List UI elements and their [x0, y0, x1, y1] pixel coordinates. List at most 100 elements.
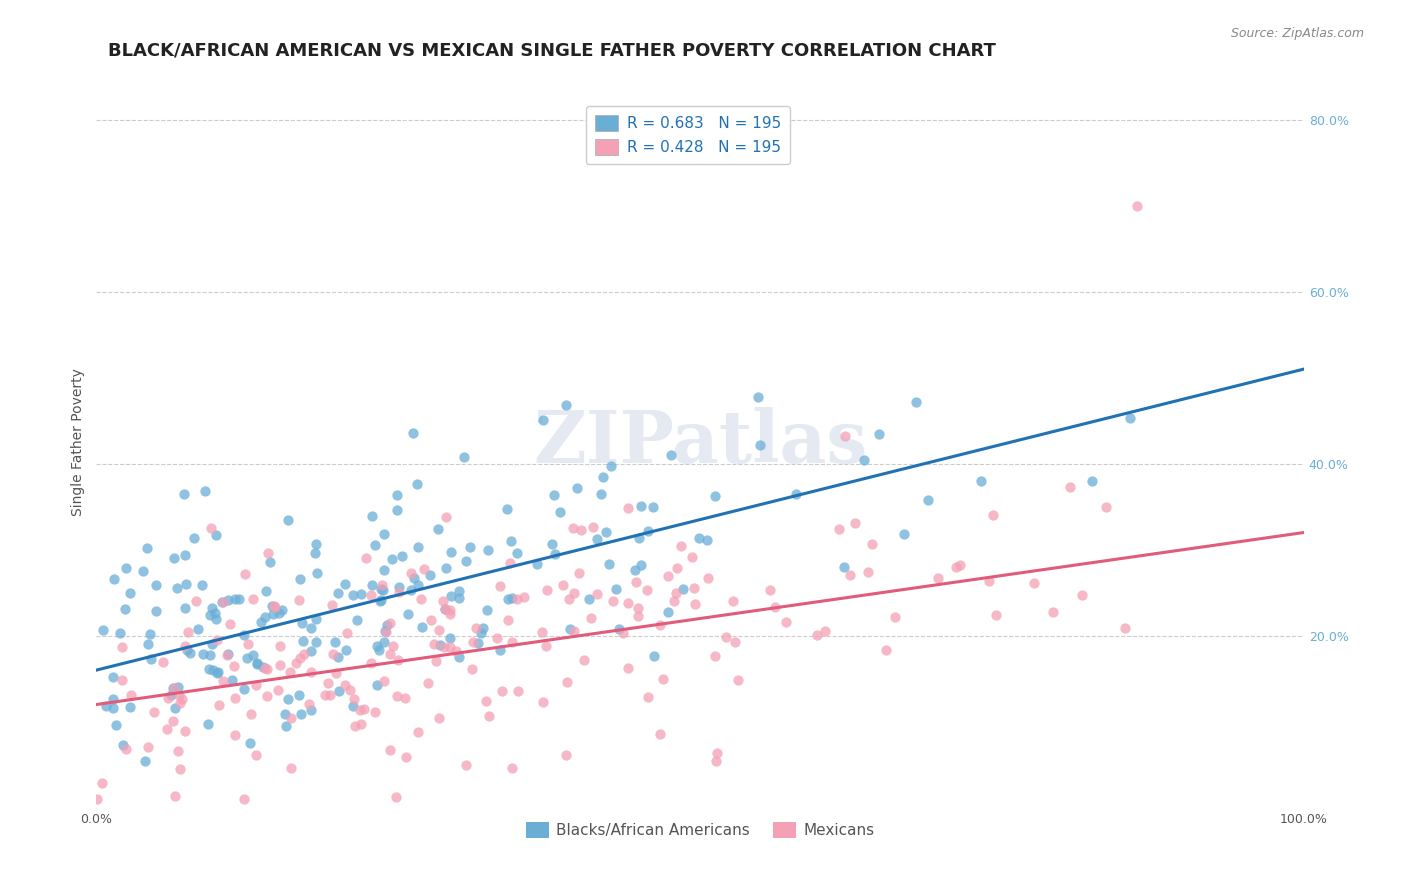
Point: [169, 696, 191, 710]
Point: [290, 572, 312, 586]
Point: [665, 561, 688, 575]
Point: [288, 593, 311, 607]
Point: [176, 624, 198, 639]
Point: [157, 690, 180, 705]
Point: [905, 395, 928, 409]
Point: [120, 700, 142, 714]
Point: [118, 585, 141, 599]
Point: [561, 521, 583, 535]
Point: [101, 670, 124, 684]
Point: [814, 624, 837, 639]
Point: [582, 520, 605, 534]
Point: [380, 648, 402, 662]
Point: [114, 602, 136, 616]
Point: [198, 648, 221, 662]
Point: [86, 792, 108, 806]
Point: [350, 716, 373, 731]
Point: [477, 542, 499, 557]
Point: [111, 640, 134, 654]
Point: [152, 655, 174, 669]
Point: [114, 742, 136, 756]
Point: [336, 625, 359, 640]
Point: [288, 650, 311, 665]
Point: [167, 744, 190, 758]
Point: [277, 513, 299, 527]
Point: [564, 586, 586, 600]
Point: [501, 635, 523, 649]
Point: [378, 616, 401, 631]
Point: [657, 569, 679, 583]
Point: [235, 651, 257, 665]
Point: [630, 558, 652, 573]
Point: [207, 633, 229, 648]
Point: [501, 533, 523, 548]
Point: [204, 527, 226, 541]
Point: [187, 622, 209, 636]
Point: [419, 613, 441, 627]
Point: [356, 551, 378, 566]
Point: [136, 541, 159, 556]
Point: [269, 657, 291, 672]
Point: [592, 470, 614, 484]
Point: [977, 574, 1000, 589]
Point: [432, 594, 454, 608]
Point: [624, 563, 647, 577]
Point: [207, 698, 229, 713]
Point: [627, 601, 650, 615]
Point: [305, 566, 328, 580]
Point: [246, 657, 269, 671]
Point: [456, 553, 478, 567]
Point: [245, 678, 267, 692]
Point: [749, 438, 772, 452]
Point: [844, 516, 866, 530]
Point: [402, 425, 425, 440]
Point: [875, 643, 897, 657]
Point: [160, 688, 183, 702]
Point: [385, 488, 408, 502]
Point: [544, 547, 567, 561]
Point: [169, 688, 191, 702]
Point: [305, 536, 328, 550]
Point: [259, 555, 281, 569]
Point: [447, 591, 470, 606]
Point: [1114, 621, 1136, 635]
Point: [201, 600, 224, 615]
Point: [200, 521, 222, 535]
Point: [328, 649, 350, 664]
Point: [617, 596, 640, 610]
Point: [461, 662, 484, 676]
Point: [454, 758, 477, 772]
Point: [440, 545, 463, 559]
Point: [884, 610, 907, 624]
Point: [569, 523, 592, 537]
Point: [162, 681, 184, 695]
Point: [380, 742, 402, 756]
Point: [471, 621, 494, 635]
Point: [205, 612, 228, 626]
Point: [91, 624, 114, 638]
Point: [598, 557, 620, 571]
Point: [446, 644, 468, 658]
Point: [335, 643, 357, 657]
Point: [703, 489, 725, 503]
Point: [111, 673, 134, 687]
Text: Source: ZipAtlas.com: Source: ZipAtlas.com: [1230, 27, 1364, 40]
Point: [970, 474, 993, 488]
Point: [489, 579, 512, 593]
Point: [174, 639, 197, 653]
Point: [163, 550, 186, 565]
Point: [395, 750, 418, 764]
Point: [215, 648, 238, 662]
Point: [170, 691, 193, 706]
Point: [949, 558, 972, 573]
Point: [328, 684, 350, 698]
Point: [344, 719, 367, 733]
Point: [981, 508, 1004, 522]
Point: [433, 640, 456, 654]
Point: [681, 550, 703, 565]
Point: [346, 613, 368, 627]
Point: [194, 483, 217, 498]
Point: [447, 583, 470, 598]
Point: [299, 621, 322, 635]
Point: [1094, 500, 1116, 515]
